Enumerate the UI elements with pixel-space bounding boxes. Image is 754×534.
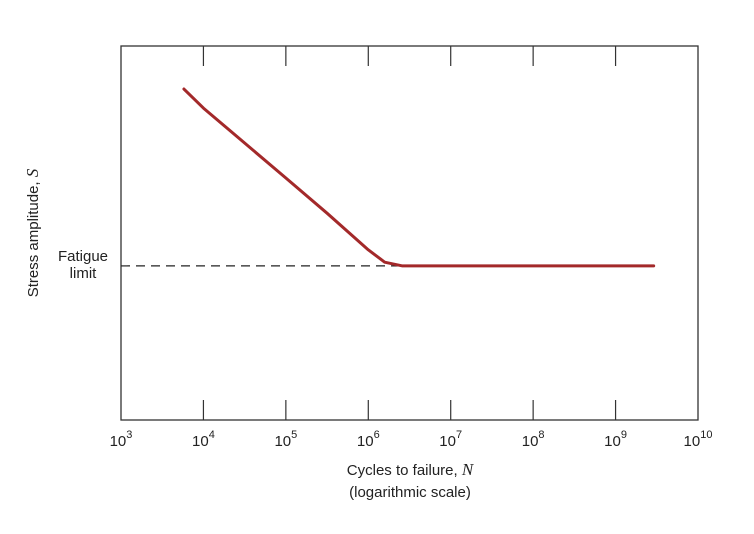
fatigue-limit-label: limit: [70, 265, 97, 282]
x-tick-label: 108: [522, 429, 545, 450]
x-axis-label: Cycles to failure, N: [347, 460, 475, 479]
x-tick-label: 104: [192, 429, 215, 450]
y-axis-label: Stress amplitude, S: [23, 168, 42, 297]
x-tick-label: 1010: [684, 429, 713, 450]
x-axis-note: (logarithmic scale): [349, 484, 471, 501]
x-tick-label: 105: [274, 429, 297, 450]
x-tick-label: 107: [439, 429, 462, 450]
x-tick-label: 106: [357, 429, 380, 450]
fatigue-limit-label: Fatigue: [58, 248, 108, 265]
plot-frame: [120, 45, 699, 421]
sn-curve: [182, 87, 656, 268]
x-tick-label: 109: [604, 429, 627, 450]
x-tick-label: 103: [110, 429, 133, 450]
